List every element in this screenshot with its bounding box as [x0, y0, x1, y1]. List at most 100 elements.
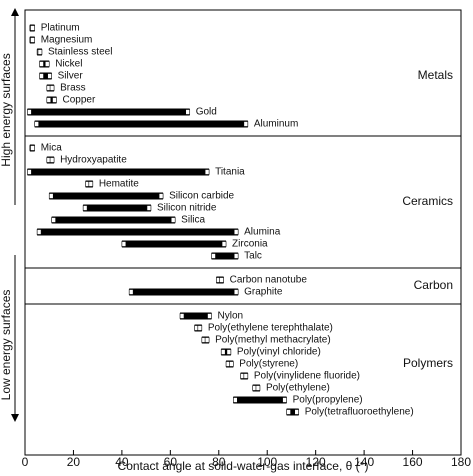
category-label: Poly(ethylene terephthalate) [208, 323, 333, 334]
measurement-marker [221, 241, 227, 247]
measurement-marker [46, 97, 52, 103]
measurement-marker [51, 217, 56, 223]
measurement-marker [158, 193, 164, 199]
category-label: Talc [244, 251, 262, 262]
measurement-marker [294, 409, 300, 415]
measurement-marker [146, 205, 152, 211]
measurement-marker [282, 397, 287, 403]
x-tick-label: 0 [22, 455, 29, 469]
category-label: Platinum [41, 23, 80, 34]
x-tick-label: 120 [306, 455, 326, 469]
range-bar [46, 96, 57, 104]
measurement-marker [82, 205, 88, 211]
range-bar [27, 168, 210, 176]
measurement-marker [128, 289, 134, 295]
category-label: Poly(methyl methacrylate) [215, 335, 331, 346]
x-tick-label: 40 [115, 455, 129, 469]
category-label: Hydroxyapatite [60, 155, 127, 166]
plot-frame [24, 9, 462, 456]
measurement-marker [211, 253, 216, 259]
measurement-marker [243, 121, 249, 127]
category-label: Brass [60, 83, 86, 94]
measurement-marker [121, 241, 127, 247]
measurement-marker [27, 169, 32, 175]
measurement-marker [233, 229, 239, 235]
measurement-marker [48, 193, 54, 199]
measurement-marker [255, 385, 261, 391]
measurement-marker [229, 361, 234, 367]
range-bar [211, 252, 239, 260]
x-tick-label: 180 [451, 455, 471, 469]
measurement-marker [30, 37, 35, 43]
measurement-marker [34, 121, 39, 127]
range-bar [37, 228, 239, 236]
category-label: Poly(propylene) [293, 395, 363, 406]
measurement-marker [36, 229, 42, 235]
range-bar [129, 288, 239, 296]
category-label: Silica [181, 215, 205, 226]
category-label: Poly(vinyl chloride) [237, 347, 321, 358]
range-bar [233, 396, 287, 404]
category-label: Zirconia [232, 239, 268, 250]
range-bar [180, 312, 212, 320]
category-label: Carbon nanotube [230, 275, 308, 286]
range-bar [27, 108, 190, 116]
category-label: Nickel [55, 59, 82, 70]
range-bar [51, 216, 176, 224]
range-bar [121, 240, 227, 248]
measurement-marker [204, 337, 210, 343]
measurement-marker [233, 397, 238, 403]
measurement-marker [286, 409, 291, 415]
measurement-marker [52, 97, 57, 103]
measurement-marker [197, 325, 203, 331]
category-label: Mica [41, 143, 63, 154]
group-label: Ceramics [402, 194, 453, 208]
measurement-marker [233, 289, 239, 295]
category-label: Silver [58, 71, 84, 82]
range-bar [39, 60, 50, 68]
category-label: Graphite [244, 287, 283, 298]
range-bar [49, 192, 164, 200]
measurement-marker [179, 313, 185, 319]
category-label: Alumina [244, 227, 281, 238]
category-label: Magnesium [41, 35, 93, 46]
x-axis-label: Contact angle at solid-water-gas interfa… [118, 459, 369, 473]
measurement-marker [204, 169, 210, 175]
measurement-marker [233, 253, 239, 259]
measurement-marker [88, 181, 94, 187]
category-label: Poly(tetrafluoroethylene) [305, 407, 414, 418]
measurement-marker [44, 61, 50, 67]
measurement-marker [49, 85, 55, 91]
measurement-marker [243, 373, 249, 379]
measurement-marker [219, 277, 224, 283]
range-bar [286, 408, 299, 416]
range-bar [83, 204, 151, 212]
group-label: Carbon [414, 278, 453, 292]
x-tick-label: 140 [354, 455, 374, 469]
side-label: High energy surfaces [0, 53, 13, 166]
category-label: Nylon [218, 311, 244, 322]
measurement-marker [226, 349, 232, 355]
category-label: Stainless steel [48, 47, 112, 58]
category-label: Hematite [99, 179, 139, 190]
measurement-marker [185, 109, 191, 115]
category-label: Poly(vinylidene fluoride) [254, 371, 360, 382]
measurement-marker [170, 217, 176, 223]
range-bar [34, 120, 248, 128]
x-tick-label: 160 [403, 455, 423, 469]
measurement-marker [27, 109, 32, 115]
measurement-marker [207, 313, 212, 319]
x-tick-label: 100 [257, 455, 277, 469]
group-label: Polymers [403, 356, 453, 370]
range-bar [221, 348, 231, 356]
category-label: Copper [62, 95, 95, 106]
measurement-marker [220, 349, 226, 355]
measurement-marker [39, 73, 44, 79]
measurement-marker [37, 49, 43, 55]
side-label: Low energy surfaces [0, 290, 13, 401]
x-tick-label: 20 [67, 455, 81, 469]
category-label: Silicon nitride [157, 203, 217, 214]
category-label: Silicon carbide [169, 191, 234, 202]
category-label: Titania [215, 167, 245, 178]
